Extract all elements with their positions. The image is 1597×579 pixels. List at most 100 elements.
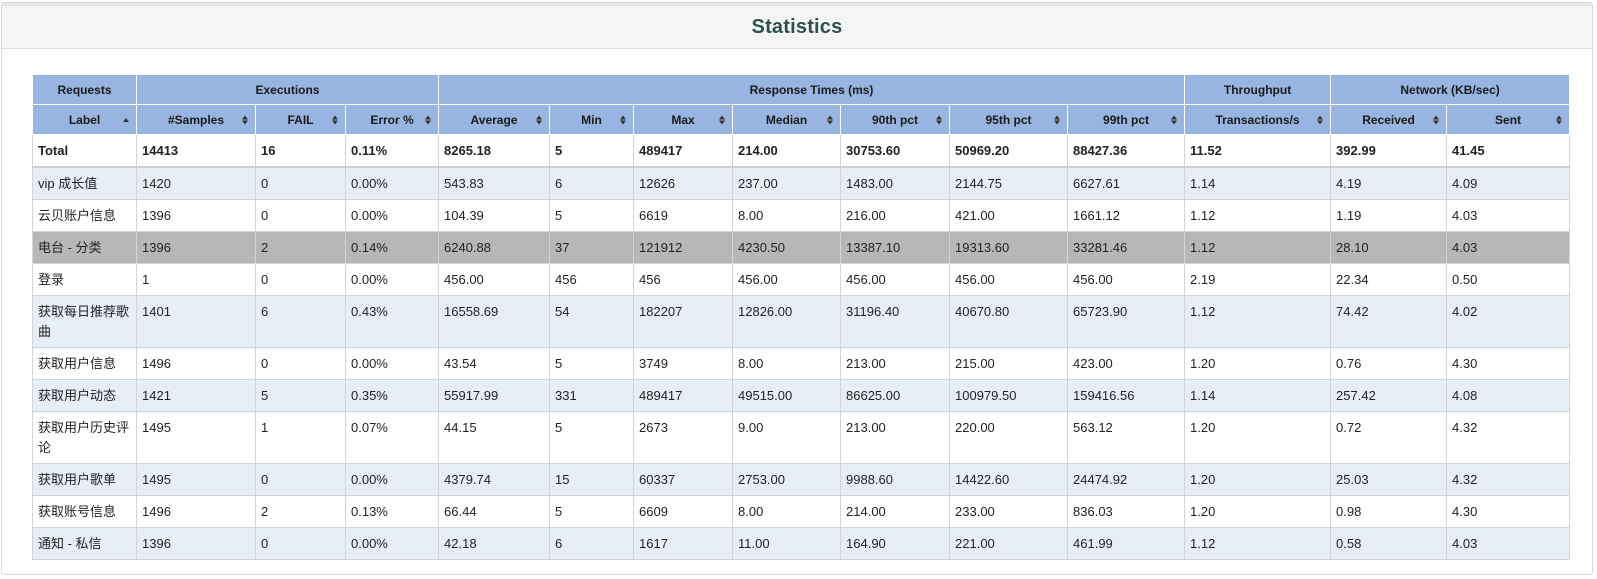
- column-header-fail[interactable]: FAIL: [255, 104, 346, 135]
- column-header-min[interactable]: Min: [549, 104, 635, 135]
- cell-tps: 1.20: [1184, 463, 1332, 496]
- cell-tps: 1.12: [1184, 199, 1332, 232]
- column-header-samples[interactable]: #Samples: [136, 104, 256, 135]
- column-header-average[interactable]: Average: [438, 104, 551, 135]
- panel-heading[interactable]: Statistics: [2, 3, 1592, 49]
- sort-both-icon[interactable]: [332, 115, 338, 124]
- cell-tps: 1.14: [1184, 166, 1332, 200]
- cell-received: 25.03: [1330, 463, 1448, 496]
- cell-average: 42.18: [438, 527, 551, 560]
- table-row[interactable]: 电台 - 分类 1396 2 0.14% 6240.88 37 121912 4230.50 1…: [32, 231, 1571, 264]
- cell-tps: 11.52: [1184, 134, 1332, 168]
- table-row[interactable]: 获取用户历史评论 1495 1 0.07% 44.15 5 2673 9.00 213.00 22…: [32, 411, 1571, 464]
- cell-median: 8.00: [732, 495, 842, 528]
- sort-both-icon[interactable]: [1317, 115, 1324, 124]
- cell-sent: 41.45: [1446, 134, 1571, 168]
- cell-min: 5: [549, 199, 635, 232]
- cell-fail: 2: [255, 495, 346, 528]
- cell-error: 0.13%: [344, 495, 440, 528]
- cell-p90: 213.00: [840, 411, 951, 464]
- sort-both-icon[interactable]: [1171, 115, 1178, 124]
- column-header-label: Sent: [1495, 112, 1522, 127]
- cell-average: 66.44: [438, 495, 551, 528]
- cell-received: 0.76: [1330, 347, 1448, 380]
- column-header-label: Transactions/s: [1215, 112, 1300, 127]
- cell-p90: 216.00: [840, 199, 951, 232]
- column-header-received[interactable]: Received: [1330, 104, 1448, 135]
- cell-p99: 1661.12: [1067, 199, 1186, 232]
- column-header-p99[interactable]: 99th pct: [1067, 104, 1186, 135]
- group-header-network-kb-sec: Network (KB/sec): [1330, 74, 1571, 105]
- column-header-median[interactable]: Median: [732, 104, 842, 135]
- sort-both-icon[interactable]: [827, 115, 834, 124]
- cell-p99: 88427.36: [1067, 134, 1186, 168]
- column-header-error[interactable]: Error %: [344, 104, 440, 135]
- cell-error: 0.11%: [344, 134, 440, 168]
- cell-median: 49515.00: [732, 379, 842, 412]
- cell-average: 4379.74: [438, 463, 551, 496]
- sort-both-icon[interactable]: [242, 115, 248, 124]
- column-header-label: Received: [1362, 112, 1415, 127]
- cell-samples: 14413: [136, 134, 256, 168]
- column-header-p90[interactable]: 90th pct: [840, 104, 951, 135]
- column-header-tps[interactable]: Transactions/s: [1184, 104, 1332, 135]
- column-header-max[interactable]: Max: [633, 104, 734, 135]
- column-header-label: Max: [671, 112, 695, 127]
- cell-p95: 19313.60: [949, 231, 1069, 264]
- cell-label: vip 成长值: [32, 166, 137, 200]
- table-row[interactable]: vip 成长值 1420 0 0.00% 543.83 6 12626 237.00 1483.…: [32, 166, 1571, 200]
- table-row[interactable]: 获取用户动态 1421 5 0.35% 55917.99 331 489417 49515.0…: [32, 379, 1571, 412]
- table-row[interactable]: 获取每日推荐歌曲 1401 6 0.43% 16558.69 54 182207 12826.…: [32, 295, 1571, 348]
- table-row[interactable]: 获取用户歌单 1495 0 0.00% 4379.74 15 60337 2753.00 998…: [32, 463, 1571, 496]
- column-header-label: 99th pct: [1103, 112, 1150, 127]
- cell-average: 44.15: [438, 411, 551, 464]
- total-row[interactable]: Total 14413 16 0.11% 8265.18 5 489417 214.00 307…: [32, 134, 1571, 168]
- sort-both-icon[interactable]: [719, 115, 726, 124]
- cell-average: 16558.69: [438, 295, 551, 348]
- cell-sent: 0.50: [1446, 263, 1571, 296]
- column-header-p95[interactable]: 95th pct: [949, 104, 1069, 135]
- column-header-label: #Samples: [167, 112, 225, 127]
- cell-samples: 1: [136, 263, 256, 296]
- table-body: Total 14413 16 0.11% 8265.18 5 489417 214.00 307…: [32, 134, 1571, 560]
- table-row[interactable]: 获取账号信息 1496 2 0.13% 66.44 5 6609 8.00 214.00 233.…: [32, 495, 1571, 528]
- table-row[interactable]: 登录 1 0 0.00% 456.00 456 456 456.00 456.00 456.00 4…: [32, 263, 1571, 296]
- table-row[interactable]: 云贝账户信息 1396 0 0.00% 104.39 5 6619 8.00 216.00 421…: [32, 199, 1571, 232]
- cell-max: 489417: [633, 134, 734, 168]
- cell-max: 12626: [633, 166, 734, 200]
- statistics-table-container: Requests Executions Response Times (ms) Thr…: [32, 74, 1571, 560]
- sort-both-icon[interactable]: [936, 115, 943, 124]
- cell-error: 0.00%: [344, 166, 440, 200]
- group-header-throughput: Throughput: [1184, 74, 1332, 105]
- sort-both-icon[interactable]: [1556, 115, 1563, 124]
- column-header-sent[interactable]: Sent: [1446, 104, 1571, 135]
- cell-error: 0.00%: [344, 199, 440, 232]
- sort-ascending-icon[interactable]: [123, 117, 129, 122]
- cell-received: 74.42: [1330, 295, 1448, 348]
- cell-samples: 1396: [136, 527, 256, 560]
- cell-p95: 221.00: [949, 527, 1069, 560]
- cell-samples: 1396: [136, 199, 256, 232]
- table-row[interactable]: 通知 - 私信 1396 0 0.00% 42.18 6 1617 11.00 164.90 22…: [32, 527, 1571, 560]
- cell-sent: 4.30: [1446, 347, 1571, 380]
- cell-received: 392.99: [1330, 134, 1448, 168]
- cell-error: 0.00%: [344, 463, 440, 496]
- sort-both-icon[interactable]: [620, 115, 627, 124]
- column-header-label[interactable]: Label: [32, 104, 137, 135]
- sort-both-icon[interactable]: [536, 115, 543, 124]
- cell-p95: 456.00: [949, 263, 1069, 296]
- cell-p95: 220.00: [949, 411, 1069, 464]
- sort-both-icon[interactable]: [1433, 115, 1440, 124]
- table-row[interactable]: 获取用户信息 1496 0 0.00% 43.54 5 3749 8.00 213.00 215.…: [32, 347, 1571, 380]
- sort-both-icon[interactable]: [425, 115, 432, 124]
- cell-average: 43.54: [438, 347, 551, 380]
- cell-min: 331: [549, 379, 635, 412]
- cell-label: 获取用户动态: [32, 379, 137, 412]
- cell-min: 37: [549, 231, 635, 264]
- cell-sent: 4.03: [1446, 199, 1571, 232]
- cell-max: 6609: [633, 495, 734, 528]
- cell-label: 获取用户历史评论: [32, 411, 137, 464]
- cell-sent: 4.02: [1446, 295, 1571, 348]
- cell-tps: 1.20: [1184, 347, 1332, 380]
- sort-both-icon[interactable]: [1054, 115, 1061, 124]
